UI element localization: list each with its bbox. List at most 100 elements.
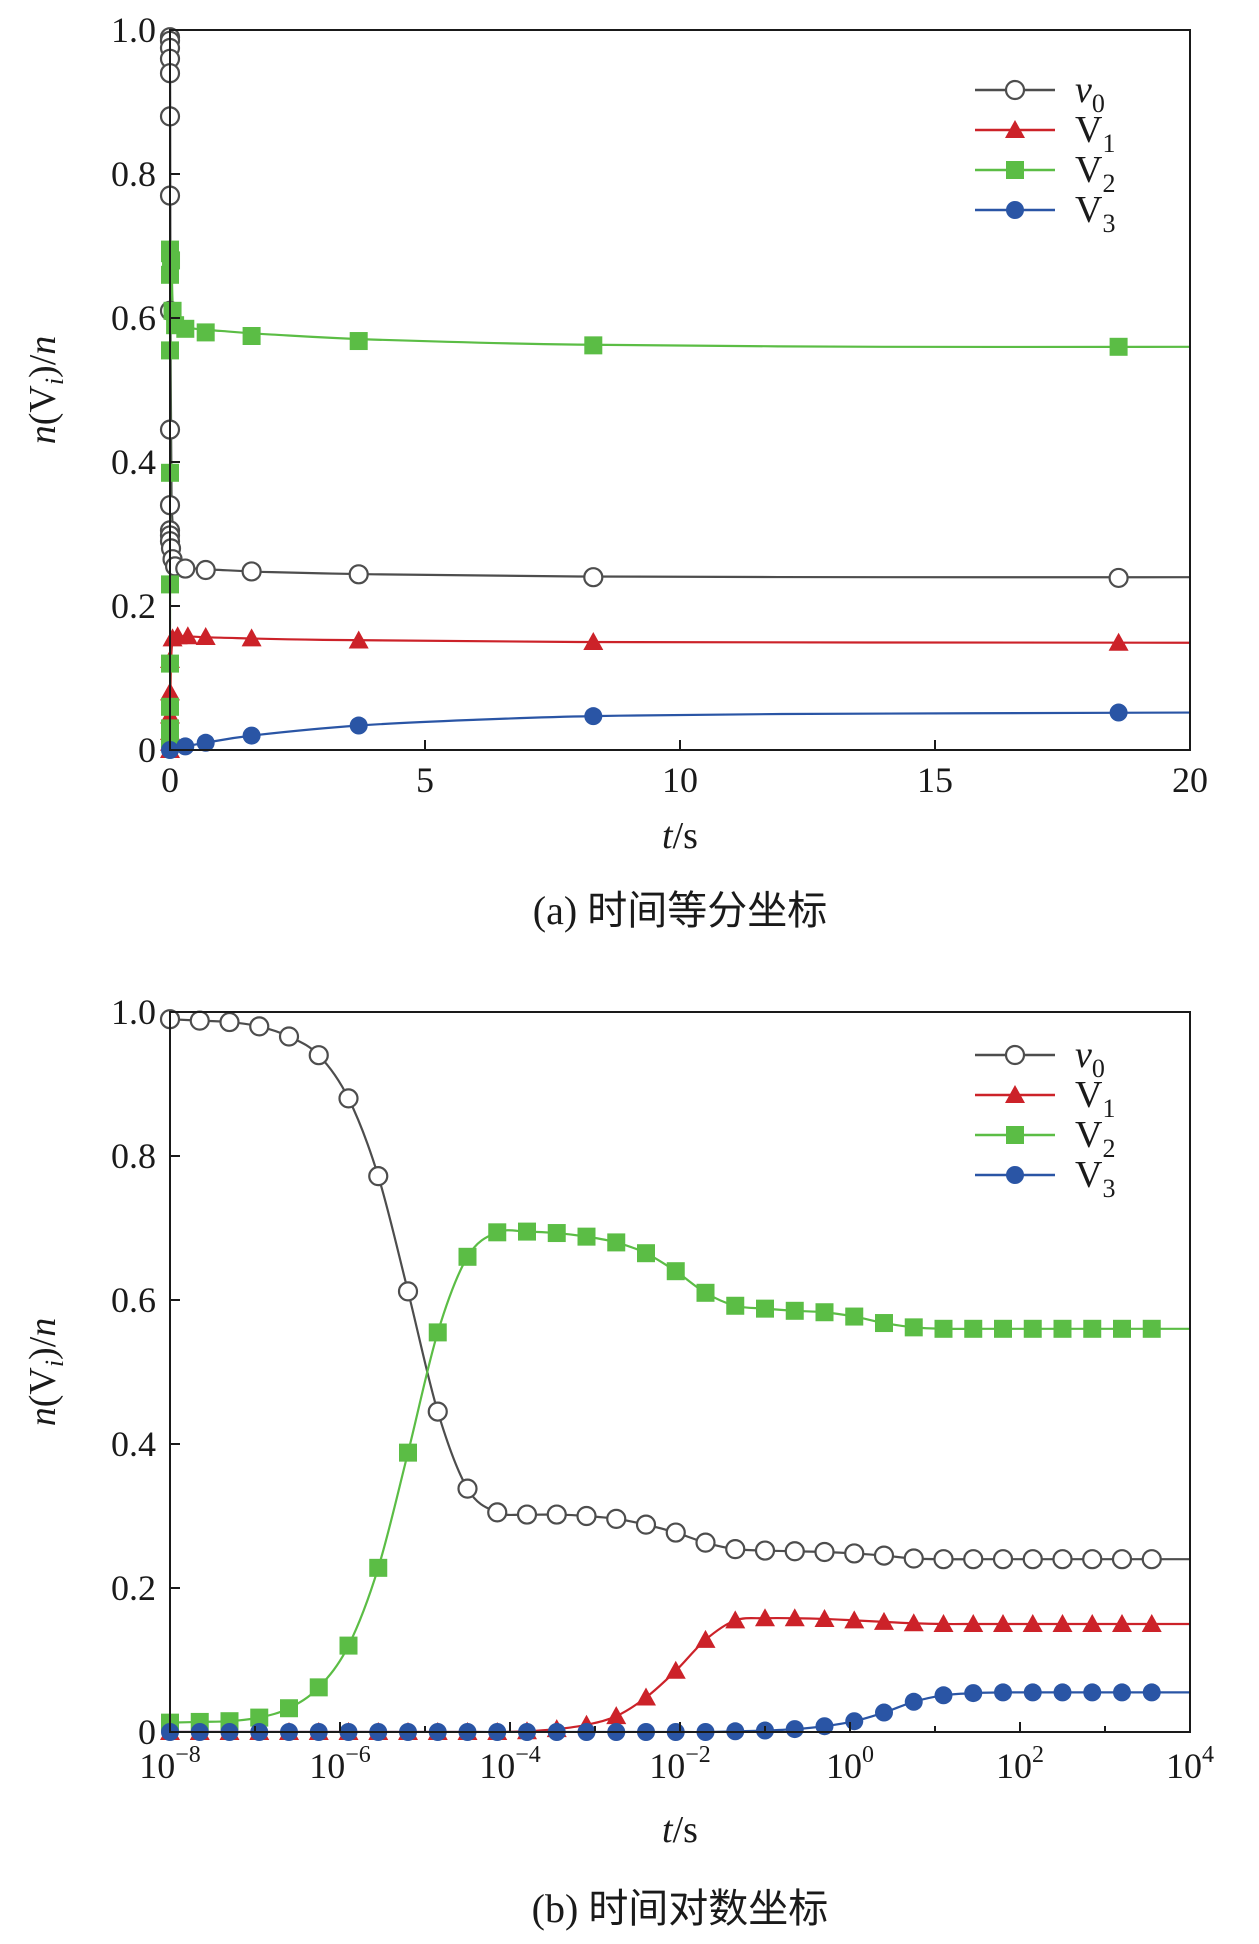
panel-a-x-tick-label: 5 [416,760,434,800]
panel-b-x-tick-label: 10−6 [309,1742,371,1786]
panel-b-ticks: 10−8 10−6 10−4 10−2 100 102 104 0 0.2 0.4 0.6 0.8 1.… [111,992,1214,1786]
panel-a-y-tick-label: 0 [138,730,156,770]
panel-b-y-tick-label: 0.8 [111,1136,156,1176]
panel-b-point-V1 [903,1613,924,1632]
panel-b-point-v0 [308,1045,329,1066]
panel-b-point-V1 [755,1608,775,1627]
panel-b-point-V2 [1053,1319,1072,1338]
panel-a-point-V2 [196,323,215,342]
panel-b-legend-label-V1: V1 [1075,1074,1115,1123]
panel-b-point-V1 [1052,1614,1073,1632]
panel-b-point-V2 [875,1314,893,1333]
panel-b-point-V1 [993,1614,1013,1632]
panel-b-point-V3 [845,1712,864,1731]
panel-b-point-V1 [1082,1614,1103,1632]
panel-b-point-V3 [1083,1683,1102,1702]
panel-b-point-V1 [844,1610,865,1629]
panel-b-point-v0 [665,1522,686,1543]
panel-b-point-v0 [368,1166,389,1187]
panel-b-point-V3 [815,1717,834,1736]
panel-b-point-V2 [637,1244,655,1263]
panel-b-point-V2 [696,1283,715,1302]
panel-a-point-V2 [162,251,181,270]
panel-a-caption: (a) 时间等分坐标 [533,888,827,933]
panel-b-point-v0 [487,1502,508,1523]
panel-b-point-V3 [1053,1683,1072,1702]
panel-a-ticks: 0 5 10 15 20 0 0.2 0.4 0.6 0.8 1.0 [111,10,1208,800]
panel-b-point-V2 [250,1708,269,1727]
panel-b-y-tick-label: 0.2 [111,1568,156,1608]
panel-b-point-V2 [845,1307,864,1326]
panel-b-point-v0 [189,1010,210,1031]
panel-b-point-V3 [1113,1683,1131,1702]
panel-b-legend-marker-V3 [1006,1166,1024,1184]
panel-a-point-v0 [348,564,369,585]
panel-b-y-tick-label: 0.6 [111,1280,156,1320]
panel-b-point-V2 [339,1636,358,1655]
panel-b-point-V2 [518,1222,536,1241]
panel-b-plot [159,1009,1190,1741]
panel-a-point-v0 [583,567,604,588]
panel-b-legend-label-V3: V3 [1075,1154,1115,1203]
panel-a-point-v0 [175,558,196,579]
panel-a-point-V2 [1109,337,1128,356]
panel-b-point-V2 [1142,1319,1161,1338]
panel-a-point-v0 [195,559,216,581]
panel-b-point-V1 [963,1614,984,1632]
panel-b-x-tick-label: 10−4 [479,1742,541,1786]
panel-a-series-lines [170,37,1190,750]
panel-a-legend-label-V3: V3 [1075,189,1115,238]
panel-b-point-v0 [873,1545,895,1566]
panel-b-point-V2 [1113,1319,1131,1338]
panel-b-point-V3 [994,1683,1012,1702]
panel-b-point-v0 [457,1478,478,1499]
panel-b: 10−8 10−6 10−4 10−2 100 102 104 0 0.2 0.4 0.6 0.8 1.… [22,992,1214,1931]
panel-a-point-V2 [163,301,182,320]
panel-a-line-V1 [170,634,1190,750]
panel-a-point-V3 [584,707,603,726]
panel-b-x-tick-label: 10−8 [139,1742,201,1786]
panel-b-point-v0 [844,1543,865,1564]
panel-b-point-V2 [309,1678,328,1697]
panel-b-point-V2 [369,1558,388,1577]
panel-b-point-V2 [1083,1319,1102,1338]
panel-b-point-v0 [516,1504,538,1525]
panel-b-point-V1 [725,1610,746,1629]
panel-a-point-V1 [241,628,262,647]
panel-b-y-tick-label: 1.0 [111,992,156,1032]
panel-b-caption: (b) 时间对数坐标 [532,1886,829,1931]
panel-b-y-tick-label: 0 [138,1712,156,1752]
panel-a-point-V1 [195,626,216,645]
panel-b-point-v0 [1082,1549,1103,1570]
panel-b-point-v0 [397,1281,419,1302]
panel-b-point-V2 [904,1318,923,1337]
panel-b-x-tick-label: 10−2 [649,1742,711,1786]
panel-a-point-V1 [348,630,369,649]
panel-b-point-V2 [547,1224,566,1243]
panel-a-point-V3 [242,726,261,745]
panel-b-point-v0 [992,1549,1014,1570]
panel-a-point-v0 [241,561,262,582]
panel-b-point-V1 [636,1687,656,1706]
panel-b-point-v0 [1022,1549,1043,1570]
panel-a-x-tick-label: 20 [1172,760,1208,800]
panel-a-y-tick-label: 1.0 [111,10,156,50]
panel-b-point-V2 [785,1301,804,1320]
panel-a-point-V1 [1108,632,1129,651]
panel-b-y-axis-title: n(Vi)/n [22,1318,69,1427]
panel-b-point-V3 [934,1686,953,1705]
panel-b-legend-marker-V2 [1006,1126,1024,1144]
panel-b-point-v0 [278,1026,300,1047]
panel-a-y-axis-title: n(Vi)/n [22,336,69,445]
panel-b-line-v0 [170,1018,1190,1561]
panel-b-point-v0 [338,1088,359,1109]
panel-b-point-V2 [934,1319,953,1338]
panel-b-point-V2 [399,1443,417,1462]
panel-b-point-V1 [1112,1614,1132,1632]
panel-b-x-tick-label: 100 [826,1742,874,1786]
panel-b-point-v0 [1052,1549,1073,1570]
panel-b-point-v0 [1111,1549,1133,1570]
panel-b-point-V3 [1142,1683,1161,1702]
